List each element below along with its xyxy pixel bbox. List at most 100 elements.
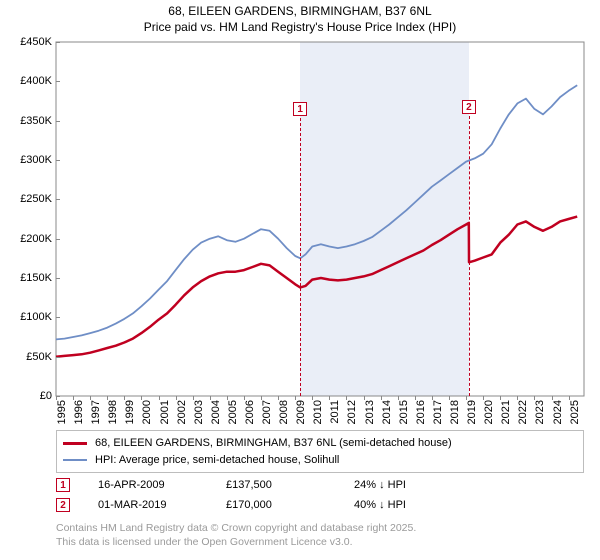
x-tick-mark xyxy=(415,396,416,400)
legend-swatch xyxy=(63,442,87,445)
x-tick-mark xyxy=(449,396,450,400)
x-tick-mark xyxy=(329,396,330,400)
x-tick-mark xyxy=(107,396,108,400)
y-tick-label: £150K xyxy=(0,272,52,284)
x-tick-mark xyxy=(73,396,74,400)
legend: 68, EILEEN GARDENS, BIRMINGHAM, B37 6NL … xyxy=(56,430,584,473)
x-tick-label: 2019 xyxy=(466,400,478,424)
event-row: 1 16-APR-2009 £137,500 24% ↓ HPI xyxy=(56,478,454,492)
y-tick-label: £350K xyxy=(0,115,52,127)
event-delta: 40% ↓ HPI xyxy=(354,499,454,511)
x-tick-mark xyxy=(534,396,535,400)
x-tick-label: 2008 xyxy=(278,400,290,424)
x-tick-mark xyxy=(278,396,279,400)
x-tick-label: 2018 xyxy=(449,400,461,424)
x-tick-label: 2011 xyxy=(329,400,341,424)
x-tick-mark xyxy=(244,396,245,400)
marker-vertical-line xyxy=(469,116,470,396)
y-tick-mark xyxy=(56,160,60,161)
x-tick-mark xyxy=(90,396,91,400)
event-marker: 2 xyxy=(56,498,70,512)
x-tick-label: 2003 xyxy=(193,400,205,424)
x-tick-label: 2023 xyxy=(534,400,546,424)
x-tick-mark xyxy=(552,396,553,400)
x-tick-label: 2025 xyxy=(569,400,581,424)
y-tick-label: £300K xyxy=(0,154,52,166)
x-tick-label: 2014 xyxy=(381,400,393,424)
x-tick-label: 2015 xyxy=(398,400,410,424)
x-tick-mark xyxy=(500,396,501,400)
event-marker: 1 xyxy=(56,478,70,492)
x-tick-label: 2022 xyxy=(517,400,529,424)
event-price: £170,000 xyxy=(226,499,326,511)
title-line-1: 68, EILEEN GARDENS, BIRMINGHAM, B37 6NL xyxy=(0,4,600,20)
y-tick-label: £100K xyxy=(0,311,52,323)
y-tick-label: £0 xyxy=(0,390,52,402)
x-tick-mark xyxy=(176,396,177,400)
x-tick-label: 2001 xyxy=(159,400,171,424)
events-table: 116-APR-2009£137,50024% ↓ HPI201-MAR-201… xyxy=(56,478,454,518)
x-tick-label: 1997 xyxy=(90,400,102,424)
series-line xyxy=(56,217,577,357)
x-tick-label: 2020 xyxy=(483,400,495,424)
x-tick-label: 1998 xyxy=(107,400,119,424)
x-tick-mark xyxy=(381,396,382,400)
x-tick-label: 2009 xyxy=(295,400,307,424)
chart-container: 12 £0 £50K £100K £150K £200K £250K £300K £350K £… xyxy=(0,38,600,426)
x-tick-mark xyxy=(56,396,57,400)
x-tick-mark xyxy=(210,396,211,400)
chart-title-block: 68, EILEEN GARDENS, BIRMINGHAM, B37 6NL … xyxy=(0,0,600,35)
x-tick-mark xyxy=(261,396,262,400)
x-tick-mark xyxy=(398,396,399,400)
x-tick-label: 2006 xyxy=(244,400,256,424)
x-tick-mark xyxy=(569,396,570,400)
event-date: 16-APR-2009 xyxy=(98,479,198,491)
x-tick-mark xyxy=(227,396,228,400)
y-tick-label: £50K xyxy=(0,351,52,363)
x-tick-mark xyxy=(346,396,347,400)
x-tick-label: 2013 xyxy=(364,400,376,424)
y-tick-mark xyxy=(56,317,60,318)
y-tick-label: £250K xyxy=(0,193,52,205)
x-tick-label: 1999 xyxy=(124,400,136,424)
credits: Contains HM Land Registry data © Crown c… xyxy=(56,522,416,549)
x-tick-label: 1996 xyxy=(73,400,85,424)
legend-swatch xyxy=(63,459,87,461)
plot-area: 12 xyxy=(56,42,584,396)
x-tick-label: 2012 xyxy=(346,400,358,424)
x-tick-label: 2000 xyxy=(141,400,153,424)
title-line-2: Price paid vs. HM Land Registry's House … xyxy=(0,20,600,36)
legend-label: 68, EILEEN GARDENS, BIRMINGHAM, B37 6NL … xyxy=(95,435,452,452)
x-tick-label: 2005 xyxy=(227,400,239,424)
x-tick-label: 2024 xyxy=(552,400,564,424)
x-tick-mark xyxy=(432,396,433,400)
series-line xyxy=(56,85,577,339)
y-tick-mark xyxy=(56,121,60,122)
x-tick-mark xyxy=(483,396,484,400)
marker-label: 2 xyxy=(462,100,476,114)
y-tick-mark xyxy=(56,81,60,82)
x-tick-label: 2016 xyxy=(415,400,427,424)
y-tick-mark xyxy=(56,278,60,279)
y-tick-label: £200K xyxy=(0,233,52,245)
x-tick-mark xyxy=(193,396,194,400)
credits-line-2: This data is licensed under the Open Gov… xyxy=(56,536,416,550)
x-tick-label: 2007 xyxy=(261,400,273,424)
chart-svg xyxy=(56,42,584,396)
x-tick-label: 2017 xyxy=(432,400,444,424)
event-price: £137,500 xyxy=(226,479,326,491)
legend-label: HPI: Average price, semi-detached house,… xyxy=(95,452,339,469)
y-tick-label: £400K xyxy=(0,75,52,87)
y-tick-label: £450K xyxy=(0,36,52,48)
x-tick-mark xyxy=(295,396,296,400)
legend-row: HPI: Average price, semi-detached house,… xyxy=(63,452,577,469)
x-tick-label: 2004 xyxy=(210,400,222,424)
x-tick-mark xyxy=(466,396,467,400)
credits-line-1: Contains HM Land Registry data © Crown c… xyxy=(56,522,416,536)
legend-row: 68, EILEEN GARDENS, BIRMINGHAM, B37 6NL … xyxy=(63,435,577,452)
event-row: 201-MAR-2019£170,00040% ↓ HPI xyxy=(56,498,454,512)
event-delta: 24% ↓ HPI xyxy=(354,479,454,491)
x-tick-mark xyxy=(364,396,365,400)
x-tick-mark xyxy=(312,396,313,400)
x-tick-mark xyxy=(141,396,142,400)
